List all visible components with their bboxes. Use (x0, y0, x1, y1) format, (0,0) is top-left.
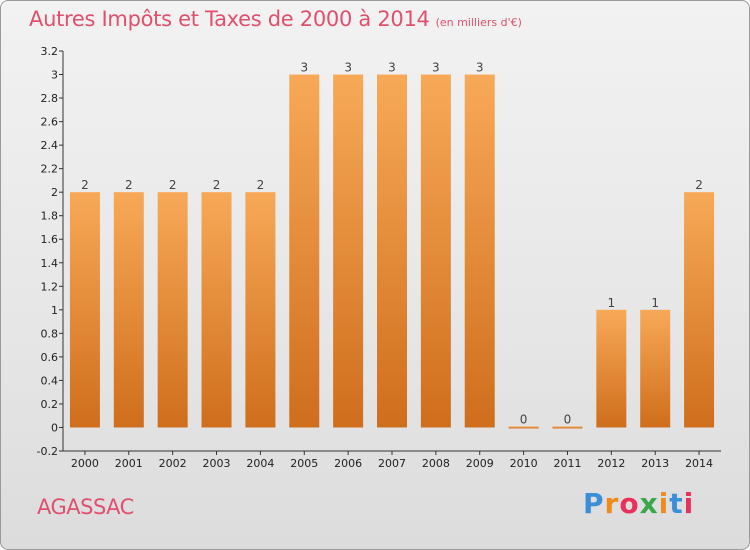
bar-data-label: 3 (432, 61, 440, 75)
bar-data-label: 3 (344, 61, 352, 75)
y-tick-label: 0 (51, 421, 58, 434)
bar (289, 74, 320, 428)
logo-letter: t (669, 487, 684, 520)
bar-data-label: 0 (520, 412, 528, 426)
y-tick-label: 0.8 (41, 327, 59, 340)
bar (684, 192, 715, 428)
bar (201, 192, 232, 428)
proxiti-logo: Proxiti (583, 487, 694, 520)
bar-data-label: 2 (695, 178, 703, 192)
x-tick-label: 2008 (422, 457, 450, 470)
logo-letter: r (604, 487, 620, 520)
bar-data-label: 3 (476, 61, 484, 75)
bar (113, 192, 144, 428)
bar (157, 192, 188, 428)
bar (464, 74, 495, 428)
chart-title-text: Autres Impôts et Taxes de 2000 à 2014 (29, 7, 430, 31)
x-tick-label: 2006 (334, 457, 362, 470)
bar-data-label: 0 (564, 412, 572, 426)
bar (596, 309, 627, 428)
bar (245, 192, 276, 428)
y-tick-label: 2.2 (41, 163, 59, 176)
logo-letter: P (583, 487, 605, 520)
y-tick-label: 3 (51, 69, 58, 82)
chart-title: Autres Impôts et Taxes de 2000 à 2014 (en… (29, 7, 522, 31)
bar (420, 74, 451, 428)
x-tick-label: 2003 (203, 457, 231, 470)
y-tick-label: 1.6 (41, 233, 59, 246)
y-tick-label: 2 (51, 186, 58, 199)
y-tick-label: 0.6 (41, 351, 59, 364)
x-tick-label: 2005 (290, 457, 318, 470)
y-tick-label: 0.2 (41, 398, 59, 411)
bar-data-label: 3 (300, 61, 308, 75)
y-tick-label: 0.4 (41, 374, 59, 387)
bar (69, 192, 100, 428)
commune-name: AGASSAC (37, 495, 134, 519)
logo-letter: i (658, 487, 670, 520)
x-tick-label: 2004 (246, 457, 274, 470)
bar-data-label: 3 (388, 61, 396, 75)
logo-letter: x (639, 487, 659, 520)
x-tick-label: 2001 (115, 457, 143, 470)
logo-letter: o (619, 487, 640, 520)
chart-data-labels: 2 2 2 2 2 3 3 3 3 3 0 0 1 1 2 (81, 61, 703, 427)
x-tick-label: 2009 (466, 457, 494, 470)
bar-data-label: 2 (213, 178, 221, 192)
x-tick-label: 2010 (510, 457, 538, 470)
bar-data-label: 2 (81, 178, 89, 192)
x-tick-label: 2007 (378, 457, 406, 470)
y-tick-label: 1.2 (41, 280, 59, 293)
y-tick-label: 1.4 (41, 257, 59, 270)
logo-letter: i (683, 487, 695, 520)
bar-data-label: 1 (608, 296, 616, 310)
bar (552, 426, 583, 429)
bar (377, 74, 407, 428)
bar-data-label: 1 (651, 296, 659, 310)
y-tick-label: 1 (51, 304, 58, 317)
y-tick-label: -0.2 (37, 445, 58, 458)
y-tick-label: 3.2 (41, 45, 59, 58)
bar-data-label: 2 (125, 178, 133, 192)
y-tick-label: 2.6 (41, 116, 59, 129)
x-tick-label: 2013 (641, 457, 669, 470)
x-tick-label: 2000 (71, 457, 99, 470)
bar (333, 74, 364, 428)
y-tick-label: 2.8 (41, 92, 59, 105)
x-tick-label: 2011 (553, 457, 581, 470)
y-tick-label: 1.8 (41, 210, 59, 223)
chart-bars (69, 74, 715, 429)
chart-subtitle: (en milliers d'€) (435, 16, 522, 29)
y-tick-label: 2.4 (41, 139, 59, 152)
bar-data-label: 2 (169, 178, 177, 192)
x-tick-label: 2014 (685, 457, 713, 470)
bar-data-label: 2 (257, 178, 265, 192)
bar (640, 309, 671, 428)
x-tick-label: 2002 (159, 457, 187, 470)
chart-axes: -0.2 0 0.2 0.4 0.6 0.8 1 1.2 1.4 1.6 1.8 2 2.2 2.4 2.6… (37, 45, 721, 470)
x-tick-label: 2012 (597, 457, 625, 470)
bar (508, 426, 539, 429)
